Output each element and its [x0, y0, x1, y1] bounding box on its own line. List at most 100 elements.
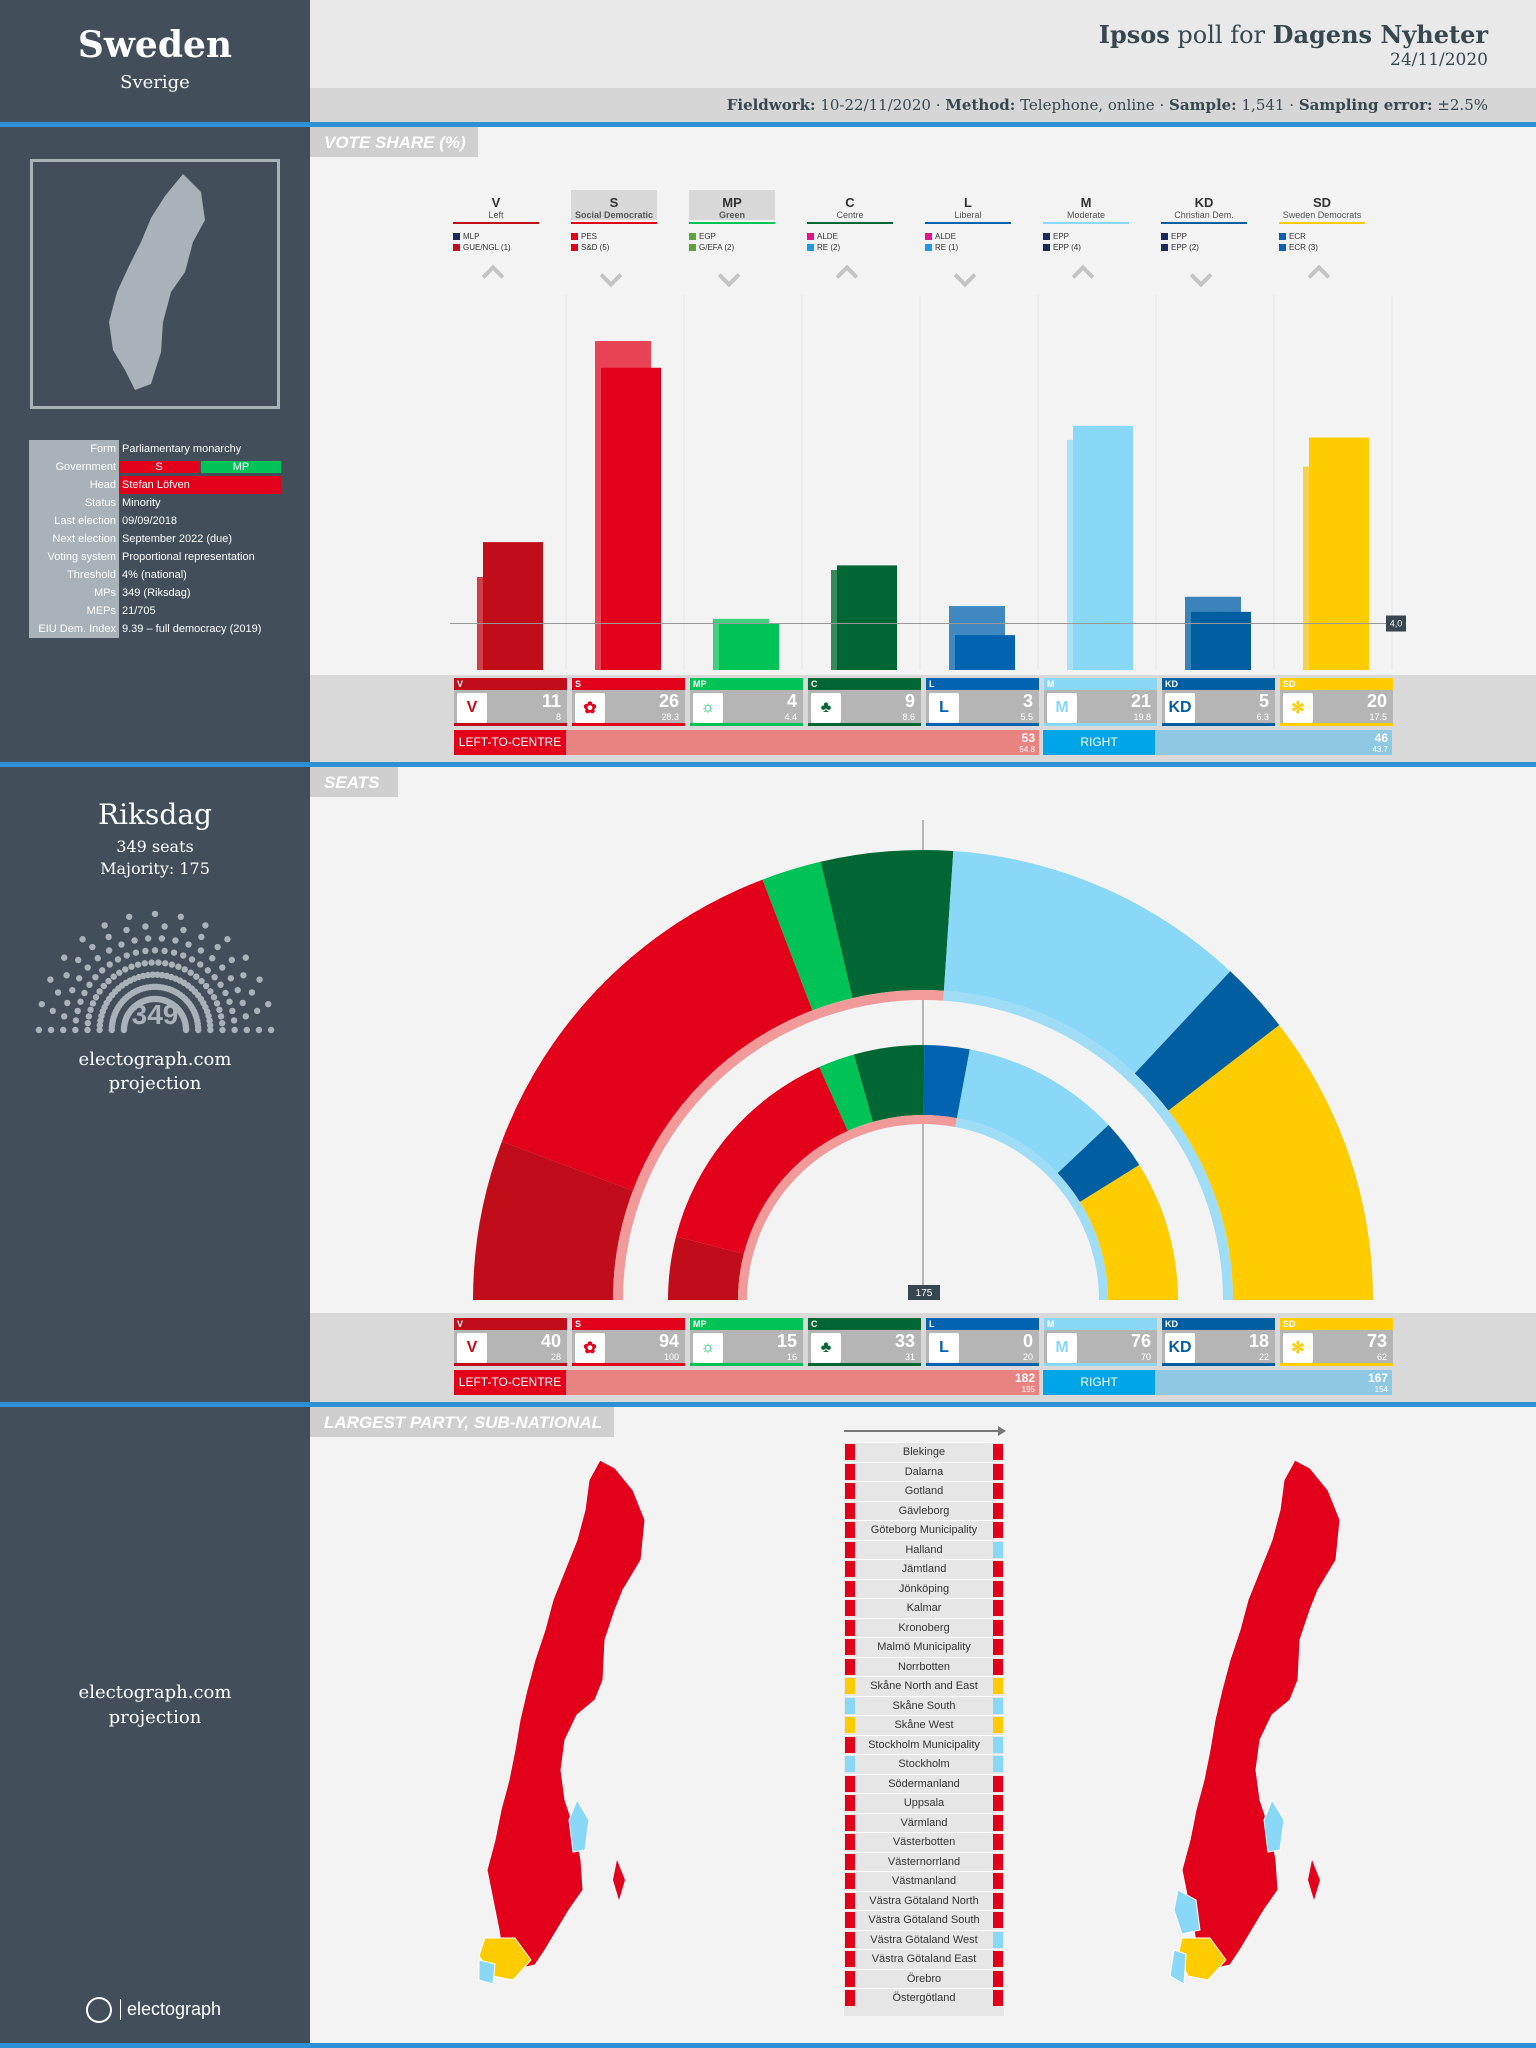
seat-dot: [142, 923, 149, 930]
region-name: Västra Götaland South: [868, 1914, 980, 1926]
region-color-projection: [993, 1853, 1003, 1870]
info-key: MEPs: [29, 602, 119, 620]
region-color-poll: [845, 1561, 855, 1577]
trend-down-icon: [717, 264, 741, 288]
seat-dot: [211, 973, 218, 981]
party-name: Centre: [836, 210, 864, 220]
seat-dot: [209, 955, 216, 962]
party-value: 4: [786, 691, 797, 711]
party-box-abbr: V: [454, 678, 567, 690]
bar-current-C: [837, 565, 897, 670]
seat-dot: [72, 1017, 80, 1024]
party-box-L: L L 3 5.5: [926, 678, 1039, 726]
seat-arc-current-V: [473, 1141, 633, 1300]
seat-dot: [105, 947, 113, 954]
seat-dot: [204, 967, 212, 974]
party-affiliation: GUE/NGL (1): [453, 242, 539, 253]
party-affiliation: S&D (5): [571, 242, 657, 253]
seat-dot: [230, 1017, 238, 1024]
seat-bloc-left-prev: 195: [1021, 1385, 1035, 1394]
region-name: Stockholm: [898, 1758, 950, 1770]
party-value: 15: [776, 1331, 797, 1351]
party-box-SD: SD ✻ 20 17.5: [1280, 678, 1393, 726]
seat-dot: [243, 1026, 250, 1034]
seat-dot: [206, 1017, 213, 1024]
party-name: Christian Dem.: [1174, 210, 1234, 220]
section-seats: SEATS: [310, 767, 398, 797]
seat-dot: [216, 1006, 223, 1013]
seat-dot: [141, 960, 148, 967]
party-affiliation: MLP: [453, 231, 539, 242]
parliament-seats: 349 seats: [116, 837, 194, 856]
seat-dot: [177, 913, 185, 921]
info-key: Voting system: [29, 548, 119, 566]
party-logo-m-icon: M: [1047, 1333, 1077, 1363]
seat-dot: [162, 960, 169, 967]
party-affiliation: PES: [571, 231, 657, 242]
party-box-C: C ♣ 9 8.6: [808, 678, 921, 726]
region-color-poll: [845, 1463, 855, 1480]
region-color-poll: [845, 1931, 855, 1948]
party-box-underline: [808, 1363, 921, 1366]
seat-dot: [239, 999, 246, 1007]
info-value: S MP: [119, 458, 281, 476]
bar-current-M: [1073, 425, 1133, 670]
info-row: Head Stefan Löfven: [29, 476, 281, 494]
region-name: Norrbotten: [898, 1660, 950, 1673]
region-name: Östergötland: [892, 1992, 956, 2004]
seat-dot: [64, 999, 71, 1007]
info-row: Form Parliamentary monarchy: [29, 440, 281, 458]
seat-dot: [54, 989, 62, 996]
seat-dot: [142, 947, 149, 955]
party-value-previous: 17.5: [1369, 712, 1387, 722]
seat-dot: [69, 986, 76, 994]
party-header: S Social Democratic PES S&D (5): [571, 190, 657, 288]
party-logo-kd-icon: KD: [1165, 1333, 1195, 1363]
trend-up-icon: [1307, 264, 1331, 288]
parliament-name: Riksdag: [98, 798, 212, 831]
info-row: MPs 349 (Riksdag): [29, 584, 281, 602]
seat-dot: [214, 943, 221, 951]
seat-dot: [60, 1026, 67, 1034]
seat-dot: [217, 981, 224, 988]
seat-dot: [161, 923, 168, 930]
party-value-previous: 4.4: [784, 712, 797, 722]
party-box-M: M M 21 19.8: [1044, 678, 1157, 726]
party-value-previous: 22: [1258, 1352, 1269, 1362]
seat-dot: [72, 1026, 79, 1034]
seat-dot: [98, 967, 106, 974]
seat-arc-current-C: [820, 850, 954, 999]
region-color-poll: [845, 1756, 855, 1772]
seat-dot: [128, 963, 135, 970]
seat-dot: [172, 937, 179, 944]
party-header: M Moderate EPP EPP (4): [1043, 190, 1129, 288]
region-name: Halland: [905, 1543, 943, 1556]
seat-dot: [151, 910, 159, 918]
region-color-poll: [845, 1502, 855, 1519]
party-box-V: V V 11 8: [454, 678, 567, 726]
seat-dot: [89, 943, 96, 951]
seat-dot: [74, 956, 82, 964]
info-value: Minority: [122, 497, 161, 509]
party-value-previous: 16: [786, 1352, 797, 1362]
seat-dot: [240, 972, 247, 979]
party-value: 18: [1248, 1331, 1269, 1351]
info-value: 4% (national): [122, 569, 187, 581]
party-box-underline: [572, 723, 685, 726]
seat-dot: [248, 989, 256, 996]
seat-dot: [84, 1026, 91, 1034]
region-color-poll: [845, 1639, 855, 1655]
region-color-projection: [993, 1873, 1003, 1889]
seat-dot: [203, 982, 210, 990]
seat-dot: [198, 933, 205, 941]
region-name: Västra Götaland East: [871, 1953, 977, 1965]
region-name: Gävleborg: [898, 1504, 950, 1517]
seat-dot: [231, 1026, 238, 1034]
region-color-poll: [845, 1853, 855, 1870]
info-value: 21/705: [122, 605, 156, 617]
info-key: Form: [29, 440, 119, 458]
party-affiliation: EGP: [689, 231, 775, 242]
region-color-poll: [845, 1775, 855, 1792]
region-name: Västra Götaland West: [870, 1933, 978, 1946]
party-box-V: V V 40 28: [454, 1318, 567, 1366]
